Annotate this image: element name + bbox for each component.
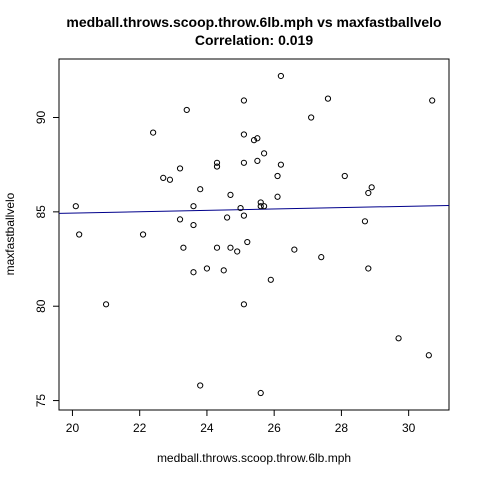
data-point — [241, 98, 246, 103]
data-point — [426, 353, 431, 358]
data-point — [228, 192, 233, 197]
data-point — [255, 158, 260, 163]
data-point — [151, 130, 156, 135]
data-point — [268, 277, 273, 282]
x-axis: 20 22 24 26 28 30 — [66, 410, 416, 435]
data-point — [275, 173, 280, 178]
data-point — [167, 177, 172, 182]
data-point — [241, 302, 246, 307]
x-tick-label: 26 — [267, 421, 281, 435]
y-tick-label: 90 — [34, 111, 48, 125]
data-point — [396, 336, 401, 341]
data-point — [235, 249, 240, 254]
chart-title: medball.throws.scoop.throw.6lb.mph vs ma… — [66, 14, 441, 30]
data-point — [366, 266, 371, 271]
chart-subtitle: Correlation: 0.019 — [195, 32, 313, 48]
data-point — [161, 175, 166, 180]
data-point — [241, 160, 246, 165]
data-points — [73, 73, 435, 395]
data-point — [181, 245, 186, 250]
data-point — [103, 302, 108, 307]
x-tick-label: 24 — [200, 421, 214, 435]
data-point — [177, 166, 182, 171]
data-point — [258, 390, 263, 395]
data-point — [292, 247, 297, 252]
y-axis-label: maxfastballvelo — [3, 192, 17, 275]
regression-line — [59, 205, 449, 213]
data-point — [228, 245, 233, 250]
data-point — [342, 173, 347, 178]
y-axis: 75 80 85 90 — [34, 111, 59, 408]
x-tick-label: 30 — [402, 421, 416, 435]
data-point — [198, 187, 203, 192]
data-point — [430, 98, 435, 103]
data-point — [241, 213, 246, 218]
data-point — [184, 107, 189, 112]
data-point — [278, 73, 283, 78]
data-point — [245, 239, 250, 244]
data-point — [278, 162, 283, 167]
data-point — [191, 204, 196, 209]
data-point — [140, 232, 145, 237]
data-point — [241, 132, 246, 137]
y-tick-label: 80 — [34, 299, 48, 313]
data-point — [261, 151, 266, 156]
data-point — [214, 245, 219, 250]
x-tick-label: 28 — [335, 421, 349, 435]
data-point — [77, 232, 82, 237]
x-axis-label: medball.throws.scoop.throw.6lb.mph — [157, 451, 351, 465]
data-point — [191, 222, 196, 227]
data-point — [369, 185, 374, 190]
data-point — [261, 204, 266, 209]
x-tick-label: 20 — [66, 421, 80, 435]
data-point — [198, 383, 203, 388]
data-point — [177, 217, 182, 222]
data-point — [73, 204, 78, 209]
data-point — [275, 194, 280, 199]
x-tick-label: 22 — [133, 421, 147, 435]
data-point — [204, 266, 209, 271]
data-point — [319, 255, 324, 260]
data-point — [191, 270, 196, 275]
data-point — [221, 268, 226, 273]
plot-frame — [59, 59, 449, 410]
data-point — [214, 164, 219, 169]
data-point — [366, 190, 371, 195]
data-point — [325, 96, 330, 101]
y-tick-label: 85 — [34, 205, 48, 219]
y-tick-label: 75 — [34, 394, 48, 408]
data-point — [225, 215, 230, 220]
data-point — [309, 115, 314, 120]
data-point — [362, 219, 367, 224]
